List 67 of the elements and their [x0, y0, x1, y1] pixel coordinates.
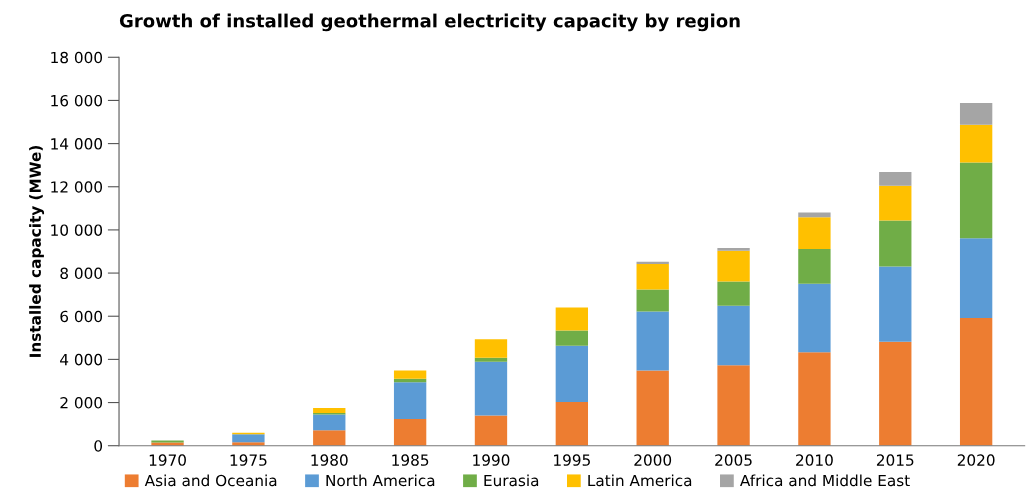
- bar: [959, 238, 993, 318]
- bar: [879, 220, 912, 267]
- bar: [717, 281, 750, 306]
- bar: [798, 248, 831, 284]
- bar: [636, 264, 669, 290]
- bar: [232, 434, 265, 443]
- x-tick-label: 1970: [149, 454, 186, 466]
- bar: [555, 307, 589, 331]
- bar: [555, 345, 589, 402]
- bar: [393, 418, 427, 446]
- legend-label: Asia and Oceania: [144, 474, 277, 487]
- legend-label: North America: [326, 474, 435, 487]
- y-tick-label: 14 000: [51, 138, 103, 150]
- bar: [313, 414, 346, 431]
- bar: [959, 162, 993, 239]
- y-tick-label: 2 000: [60, 397, 103, 409]
- y-tick-label: 8 000: [60, 267, 103, 280]
- legend-label: Eurasia: [484, 474, 539, 487]
- bar: [798, 283, 831, 353]
- bar: [636, 370, 669, 446]
- bar: [474, 415, 508, 446]
- bar: [798, 352, 831, 446]
- x-tick-label: 2020: [957, 454, 995, 466]
- legend-label: Latin America: [588, 474, 692, 487]
- legend-label: Africa and Middle East: [740, 474, 910, 487]
- bar: [717, 248, 750, 251]
- x-tick-label: 2000: [634, 454, 672, 466]
- bar: [879, 341, 912, 446]
- bar: [717, 250, 750, 282]
- y-axis-title: Installed capacity (MWe): [29, 145, 45, 357]
- bar: [879, 266, 912, 342]
- bar: [393, 382, 427, 419]
- bar: [879, 172, 912, 186]
- x-tick-label: 2010: [796, 454, 833, 466]
- bar: [798, 212, 831, 218]
- bar: [717, 305, 750, 366]
- x-tick-label: 1995: [554, 454, 590, 466]
- y-tick-label: 16 000: [51, 94, 103, 107]
- bar: [555, 330, 589, 346]
- y-tick-label: 0: [94, 440, 103, 452]
- bar: [959, 103, 993, 125]
- bar: [636, 311, 669, 371]
- x-tick-label: 1990: [473, 454, 510, 466]
- bar: [474, 361, 508, 416]
- x-tick-label: 1975: [230, 454, 267, 466]
- x-tick-label: 1980: [311, 454, 348, 466]
- bar: [313, 407, 346, 414]
- x-tick-label: 2015: [876, 454, 914, 466]
- y-tick-label: 10 000: [51, 224, 103, 236]
- bar: [717, 365, 750, 446]
- bar: [313, 430, 346, 446]
- y-tick-label: 4 000: [60, 353, 103, 366]
- y-tick-label: 18 000: [51, 51, 103, 64]
- bar: [798, 217, 831, 249]
- bar: [636, 289, 669, 312]
- y-tick-label: 12 000: [51, 181, 103, 193]
- chart-title: Growth of installed geothermal electricity capacity by region: [119, 13, 740, 32]
- x-tick-label: 1985: [392, 454, 429, 466]
- bar: [474, 357, 508, 362]
- x-tick-label: 2005: [715, 454, 752, 466]
- bar: [393, 370, 427, 379]
- bar: [959, 124, 993, 163]
- y-tick-label: 6 000: [60, 310, 103, 323]
- bar: [879, 185, 912, 221]
- bar: [474, 339, 508, 358]
- bar: [555, 401, 589, 446]
- bar: [959, 317, 993, 446]
